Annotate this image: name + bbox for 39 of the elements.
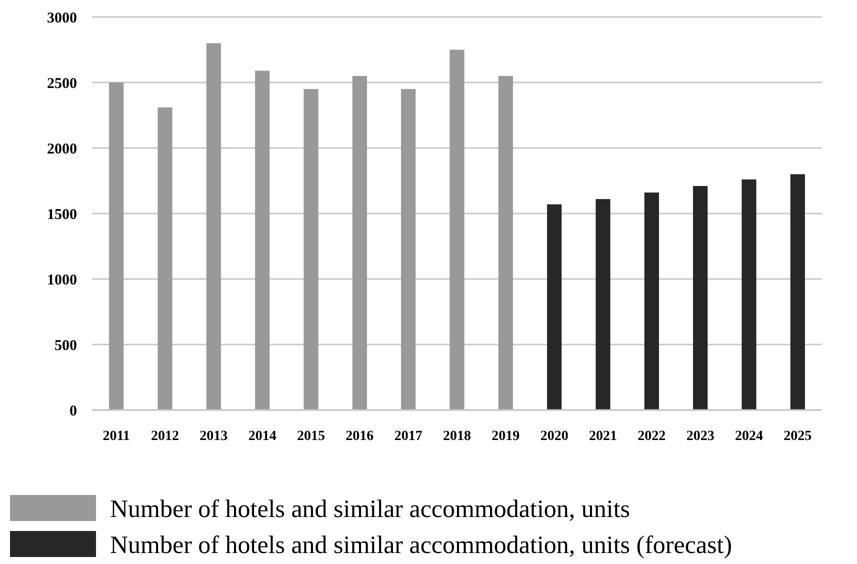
x-tick-label: 2015 bbox=[297, 429, 325, 444]
x-tick-label: 2021 bbox=[589, 429, 617, 444]
bar bbox=[255, 70, 270, 410]
bar bbox=[304, 89, 318, 410]
legend-label: Number of hotels and similar accommodation, units (forecast) bbox=[110, 532, 732, 559]
y-tick-label: 3000 bbox=[47, 10, 77, 26]
bar bbox=[547, 204, 562, 410]
bar bbox=[352, 76, 367, 410]
y-tick-label: 1000 bbox=[47, 272, 77, 288]
y-tick-label: 0 bbox=[70, 403, 77, 420]
x-tick-label: 2017 bbox=[394, 429, 422, 444]
bar bbox=[109, 82, 124, 410]
x-tick-label: 2012 bbox=[151, 429, 179, 444]
y-tick-label: 2500 bbox=[47, 76, 77, 92]
x-tick-label: 2016 bbox=[346, 429, 374, 444]
x-tick-label: 2011 bbox=[102, 429, 130, 444]
legend-label: Number of hotels and similar accommodation, units bbox=[110, 496, 630, 523]
y-tick-label: 500 bbox=[54, 338, 77, 354]
x-tick-label: 2023 bbox=[686, 429, 714, 444]
x-tick-label: 2024 bbox=[735, 429, 763, 444]
bar bbox=[693, 186, 708, 410]
bar bbox=[596, 199, 610, 410]
y-tick-label: 1500 bbox=[47, 206, 77, 223]
bar bbox=[450, 50, 464, 410]
x-tick-label: 2014 bbox=[248, 429, 276, 444]
x-tick-label: 2025 bbox=[784, 429, 812, 444]
x-tick-label: 2022 bbox=[638, 429, 666, 444]
bar bbox=[742, 179, 756, 410]
bar bbox=[644, 192, 659, 410]
x-tick-label: 2019 bbox=[492, 429, 520, 444]
bar bbox=[158, 107, 172, 410]
bar bbox=[498, 76, 513, 410]
bar bbox=[790, 174, 805, 410]
x-tick-label: 2020 bbox=[540, 429, 568, 444]
x-tick-label: 2018 bbox=[443, 429, 471, 444]
x-tick-label: 2013 bbox=[200, 429, 228, 444]
y-tick-label: 2000 bbox=[47, 141, 77, 158]
bar bbox=[206, 43, 221, 410]
bar bbox=[401, 89, 416, 410]
